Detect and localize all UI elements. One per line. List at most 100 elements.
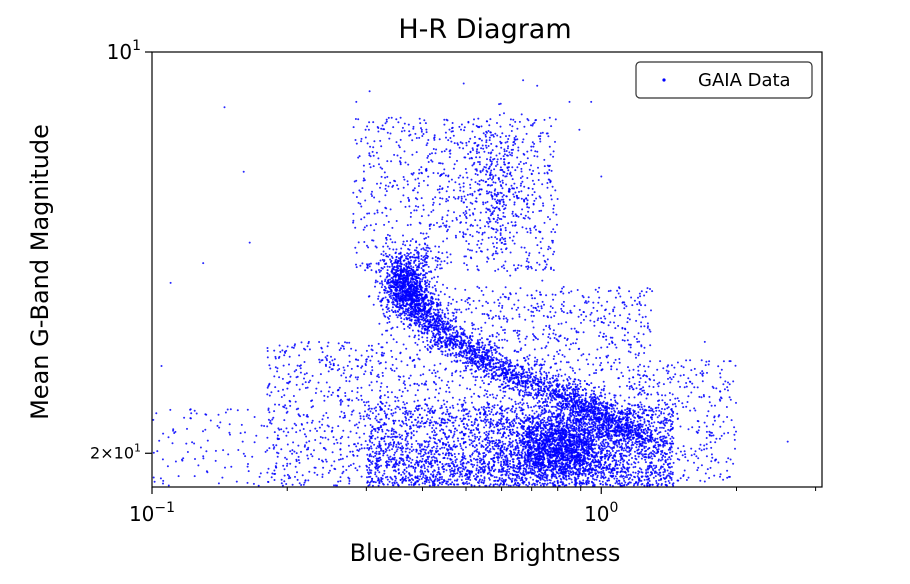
- data-point: [388, 480, 391, 483]
- data-point: [409, 457, 412, 460]
- data-point: [492, 365, 495, 368]
- data-point: [540, 394, 543, 397]
- data-point: [368, 463, 371, 466]
- data-point: [447, 483, 450, 486]
- data-point: [442, 465, 445, 468]
- data-point: [630, 447, 633, 449]
- data-point: [505, 374, 508, 376]
- data-point: [465, 357, 468, 360]
- data-point: [639, 419, 642, 422]
- data-point: [588, 415, 591, 418]
- data-point: [577, 413, 580, 416]
- data-point: [638, 443, 641, 445]
- data-point: [661, 440, 664, 443]
- data-point: [432, 322, 435, 325]
- data-point: [488, 355, 491, 358]
- data-point: [618, 433, 621, 436]
- data-point: [436, 449, 439, 452]
- data-point: [416, 268, 418, 271]
- data-point: [408, 274, 411, 276]
- data-point: [510, 374, 513, 377]
- data-point: [627, 402, 630, 405]
- data-point: [434, 437, 436, 440]
- data-point: [566, 389, 569, 392]
- data-point: [637, 455, 640, 458]
- data-point: [395, 314, 398, 317]
- data-point: [441, 350, 444, 353]
- data-point: [408, 327, 411, 329]
- data-point: [535, 410, 538, 413]
- data-point: [649, 434, 652, 437]
- data-point: [438, 478, 441, 481]
- data-point: [426, 320, 429, 323]
- data-point: [374, 481, 377, 484]
- data-point: [528, 414, 531, 417]
- data-point: [617, 434, 620, 437]
- data-point: [390, 309, 393, 312]
- data-point: [390, 460, 393, 463]
- data-point: [572, 387, 575, 390]
- data-point: [574, 390, 577, 393]
- data-point: [545, 385, 548, 388]
- data-point: [628, 451, 630, 453]
- data-point: [524, 380, 527, 383]
- data-point: [489, 347, 492, 350]
- data-point: [427, 443, 430, 446]
- data-point: [405, 255, 408, 258]
- data-point: [458, 341, 461, 344]
- data-point: [405, 263, 408, 265]
- data-point: [477, 367, 479, 370]
- data-point: [508, 376, 511, 379]
- data-point: [468, 470, 471, 472]
- data-point: [662, 473, 665, 476]
- data-point: [578, 398, 581, 401]
- data-point: [593, 406, 596, 409]
- data-point: [547, 371, 550, 374]
- data-point: [546, 381, 549, 384]
- data-point: [545, 378, 548, 381]
- data-point: [454, 461, 457, 464]
- data-point: [430, 271, 433, 274]
- data-point: [506, 468, 509, 471]
- data-point: [499, 379, 501, 382]
- data-point: [389, 292, 392, 295]
- data-point: [547, 396, 550, 399]
- data-point: [616, 428, 619, 431]
- data-point: [410, 265, 412, 268]
- data-point: [610, 434, 613, 437]
- data-point: [421, 309, 424, 312]
- data-point: [598, 424, 601, 427]
- data-point: [409, 256, 412, 259]
- data-point: [471, 362, 474, 365]
- data-point: [391, 301, 394, 304]
- data-point: [433, 276, 436, 279]
- data-point: [436, 308, 439, 311]
- data-point: [404, 419, 407, 422]
- data-point: [453, 340, 456, 343]
- data-point: [433, 284, 436, 287]
- data-point: [408, 314, 411, 317]
- data-point: [412, 479, 415, 481]
- data-point: [368, 414, 371, 417]
- data-point: [600, 388, 603, 391]
- data-point: [543, 388, 546, 391]
- data-point: [630, 434, 633, 437]
- data-point: [505, 428, 508, 431]
- data-point: [385, 416, 388, 419]
- data-point: [388, 287, 391, 289]
- data-point: [510, 361, 512, 364]
- data-point: [538, 380, 541, 383]
- data-point: [527, 357, 530, 360]
- data-point: [391, 466, 394, 469]
- data-point: [397, 257, 400, 260]
- data-point: [446, 421, 449, 424]
- data-point: [528, 394, 531, 397]
- data-point: [509, 359, 512, 362]
- data-point: [393, 265, 396, 268]
- data-point: [455, 352, 458, 354]
- data-point: [641, 471, 644, 474]
- data-point: [417, 310, 420, 313]
- data-point: [447, 339, 449, 341]
- data-point: [435, 326, 438, 329]
- data-point: [545, 372, 548, 375]
